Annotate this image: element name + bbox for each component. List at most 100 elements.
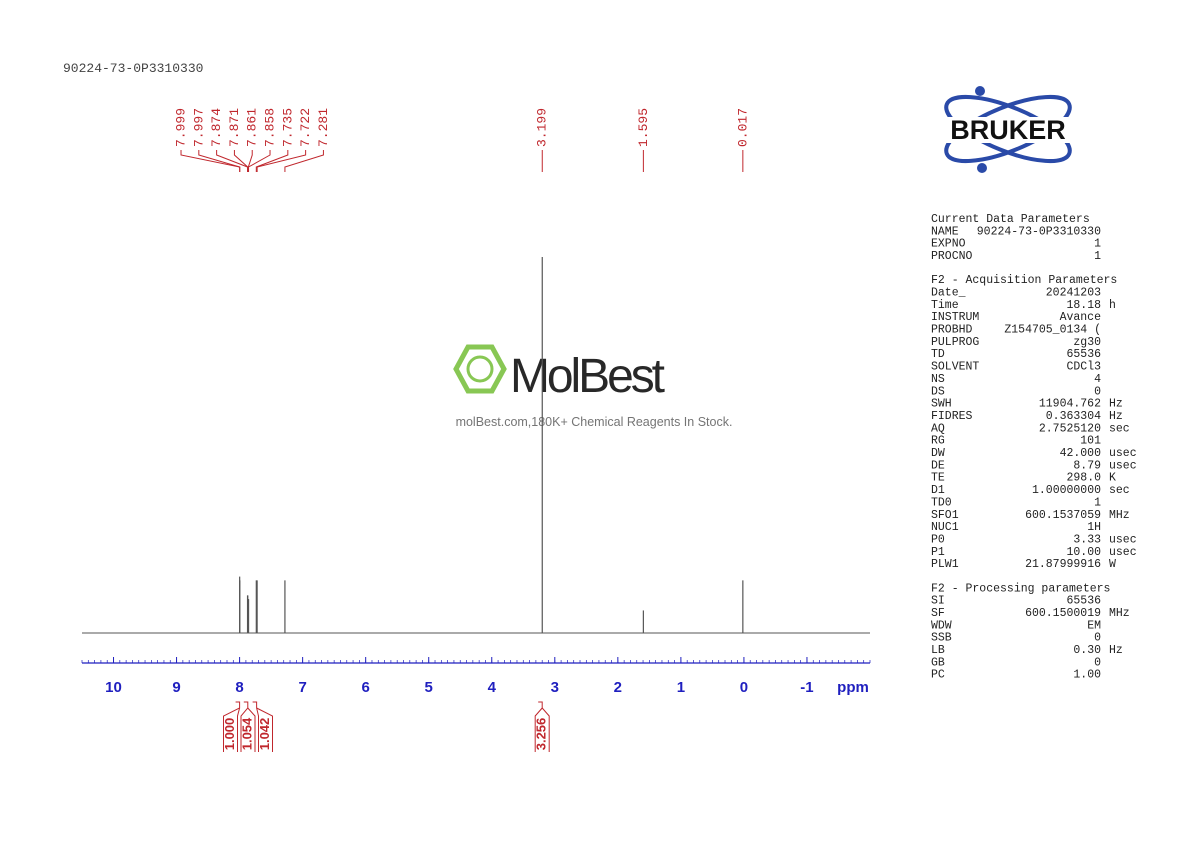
- section-title: F2 - Processing parameters: [931, 582, 1110, 595]
- peak-leader: [284, 150, 324, 172]
- param-key: D1: [931, 484, 945, 497]
- param-key: TD: [931, 348, 945, 361]
- param-key: EXPNO: [931, 238, 966, 251]
- param-value: 11904.762: [1039, 398, 1101, 411]
- param-value: 90224-73-0P3310330: [977, 225, 1101, 238]
- logo-text: BRUKER: [950, 115, 1066, 145]
- x-tick-label: 7: [298, 679, 306, 696]
- x-tick-label: 2: [614, 679, 622, 696]
- peak-leader: [248, 150, 271, 172]
- param-value: 600.1500019: [1025, 607, 1101, 620]
- param-key: DE: [931, 459, 945, 472]
- param-value: 1.00000000: [1032, 484, 1101, 497]
- param-key: SI: [931, 595, 945, 608]
- param-key: Date_: [931, 286, 966, 299]
- param-unit: MHz: [1109, 509, 1130, 522]
- param-value: 8.79: [1073, 459, 1101, 472]
- param-unit: MHz: [1109, 607, 1130, 620]
- logo-orbit: [944, 94, 1072, 164]
- integral-label: 1.042: [257, 718, 272, 751]
- peak-label: 7.281: [316, 108, 331, 147]
- x-tick-label: 8: [235, 679, 243, 696]
- x-tick-label: 3: [551, 679, 559, 696]
- peak-label: 3.199: [535, 108, 550, 147]
- param-key: FIDRES: [931, 410, 973, 423]
- param-value: 298.0: [1066, 472, 1101, 485]
- param-value: 600.1537059: [1025, 509, 1101, 522]
- param-key: RG: [931, 435, 945, 448]
- section-title: Current Data Parameters: [931, 213, 1090, 226]
- param-key: AQ: [931, 422, 945, 435]
- param-unit: Hz: [1109, 410, 1123, 423]
- integral-bracket: [256, 707, 274, 752]
- param-key: SFO1: [931, 509, 959, 522]
- param-key: PC: [931, 669, 945, 682]
- param-key: WDW: [931, 619, 952, 632]
- x-tick-label: 1: [677, 679, 685, 696]
- bruker-logo: BRUKER: [924, 86, 1092, 173]
- param-value: 4: [1094, 373, 1101, 386]
- param-value: 20241203: [1046, 286, 1101, 299]
- param-value: 0: [1094, 656, 1101, 669]
- param-unit: usec: [1109, 533, 1137, 546]
- param-value: 1.00: [1073, 669, 1101, 682]
- watermark-tagline: molBest.com,180K+ Chemical Reagents In S…: [456, 415, 733, 429]
- param-key: GB: [931, 656, 945, 669]
- param-value: 1: [1094, 238, 1101, 251]
- peak-label: 7.722: [298, 108, 313, 147]
- param-key: SOLVENT: [931, 361, 979, 374]
- param-value: 1H: [1087, 521, 1101, 534]
- integral-label: 1.000: [222, 718, 237, 751]
- peak-label: 7.997: [191, 108, 206, 147]
- peak-label: 7.874: [209, 108, 224, 147]
- peak-label: 7.735: [280, 108, 295, 147]
- param-value: 0.363304: [1046, 410, 1101, 423]
- param-key: PULPROG: [931, 336, 979, 349]
- param-unit: Hz: [1109, 644, 1123, 657]
- param-key: INSTRUM: [931, 311, 979, 324]
- param-value: 1: [1094, 496, 1101, 509]
- watermark: MolBest molBest.com,180K+ Chemical Reage…: [453, 344, 733, 429]
- param-key: Time: [931, 299, 959, 312]
- param-key: SWH: [931, 398, 952, 411]
- integral-label: 1.054: [239, 717, 254, 750]
- param-unit: K: [1109, 472, 1116, 485]
- peak-label: 7.871: [227, 108, 242, 147]
- param-key: SF: [931, 607, 945, 620]
- x-tick-label: 6: [362, 679, 370, 696]
- peak-leader: [198, 150, 241, 172]
- param-value: 101: [1080, 435, 1101, 448]
- peak-leader: [233, 150, 249, 172]
- integral-bracket: [237, 707, 241, 752]
- param-value: zg30: [1073, 336, 1101, 349]
- peak-label: 0.017: [735, 108, 750, 147]
- x-tick-label: 4: [488, 679, 497, 696]
- param-key: NUC1: [931, 521, 959, 534]
- integral-label: 3.256: [534, 718, 549, 751]
- param-value: 2.7525120: [1039, 422, 1101, 435]
- param-key: NS: [931, 373, 945, 386]
- param-value: 42.000: [1060, 447, 1102, 460]
- x-tick-label: -1: [800, 679, 813, 696]
- logo-dot: [977, 163, 987, 173]
- param-unit: usec: [1109, 459, 1137, 472]
- param-unit: sec: [1109, 422, 1130, 435]
- integral-bracket: [541, 707, 550, 752]
- param-unit: W: [1109, 558, 1116, 571]
- x-tick-label: 9: [172, 679, 180, 696]
- param-key: P1: [931, 546, 945, 559]
- section-title: F2 - Acquisition Parameters: [931, 274, 1117, 287]
- param-key: TE: [931, 472, 945, 485]
- peak-label: 7.858: [262, 108, 277, 147]
- x-axis-label: ppm: [837, 679, 869, 696]
- param-key: P0: [931, 533, 945, 546]
- param-key: PLW1: [931, 558, 959, 571]
- logo-dot: [975, 86, 985, 96]
- integral-bracket: [247, 707, 256, 752]
- param-value: 0: [1094, 632, 1101, 645]
- param-value: 21.87999916: [1025, 558, 1101, 571]
- param-unit: usec: [1109, 447, 1137, 460]
